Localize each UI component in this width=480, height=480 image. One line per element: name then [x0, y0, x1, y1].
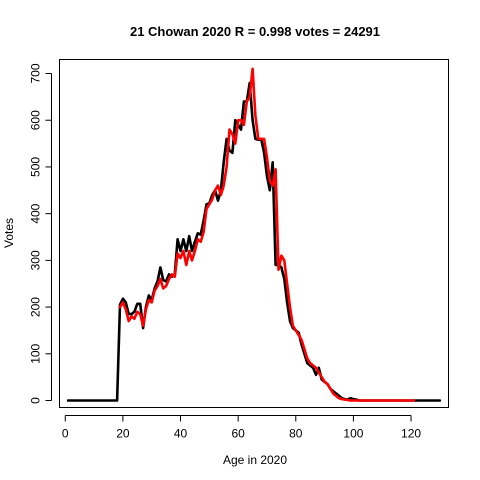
x-axis: 0 20 40 60 80 100 120: [62, 415, 421, 441]
y-tick-label: 300: [29, 250, 43, 270]
plot-area-frame: [59, 59, 449, 408]
x-tick-label: 20: [116, 427, 130, 441]
x-tick-label: 60: [231, 427, 245, 441]
y-tick-label: 400: [29, 203, 43, 223]
series-layer: [66, 67, 442, 402]
y-tick-label: 700: [29, 63, 43, 83]
y-tick-label: 600: [29, 110, 43, 130]
x-tick-label: 80: [289, 427, 303, 441]
y-tick-label: 0: [29, 397, 43, 404]
series-line-1: [66, 81, 442, 402]
series-line-2: [118, 67, 416, 402]
x-axis-label: Age in 2020: [223, 453, 287, 467]
y-tick-label: 500: [29, 157, 43, 177]
y-axis-label: Votes: [2, 218, 16, 248]
y-axis: 0 100 200 300 400 500 600 700: [29, 63, 52, 404]
chart-title: 21 Chowan 2020 R = 0.998 votes = 24291: [130, 24, 380, 39]
y-tick-label: 100: [29, 343, 43, 363]
x-tick-label: 120: [401, 427, 421, 441]
y-tick-label: 200: [29, 297, 43, 317]
x-tick-label: 0: [62, 427, 69, 441]
x-tick-label: 100: [343, 427, 363, 441]
x-tick-label: 40: [174, 427, 188, 441]
